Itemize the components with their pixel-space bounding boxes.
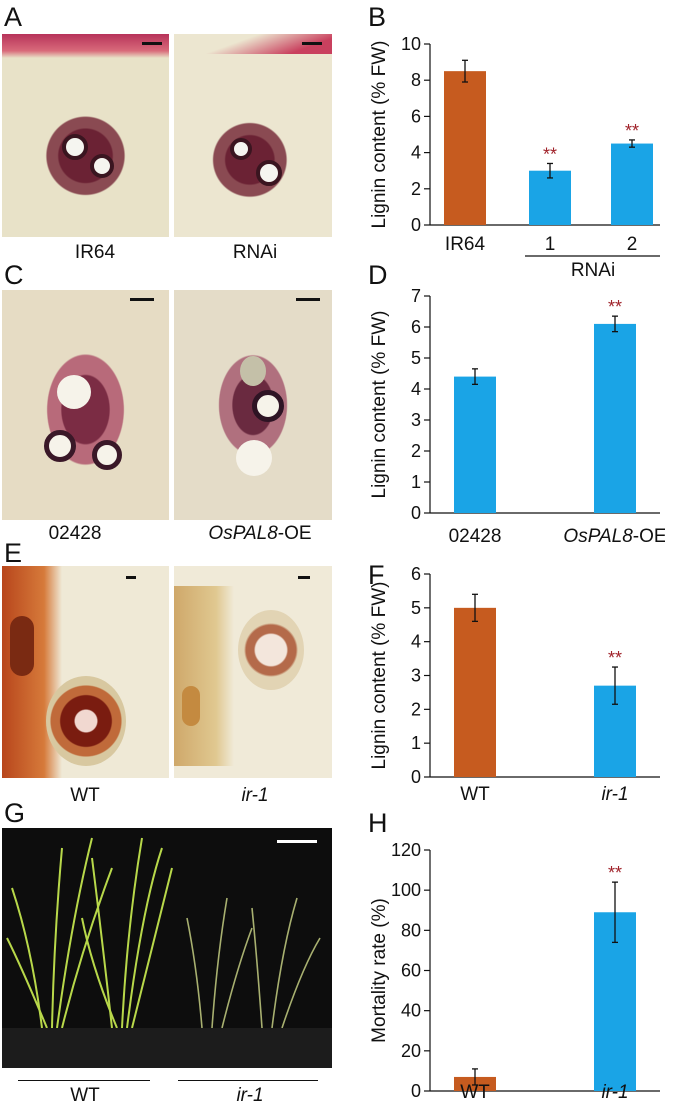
- y-tick-label: 120: [391, 840, 421, 860]
- micrograph-ir64: [2, 34, 169, 237]
- y-tick-label: 5: [411, 598, 421, 618]
- micrograph-ir-1: [174, 566, 332, 778]
- y-tick-label: 10: [401, 34, 421, 54]
- y-tick-label: 2: [411, 441, 421, 461]
- panel-label-h: H: [368, 808, 388, 838]
- y-tick-label: 0: [411, 1081, 421, 1101]
- y-tick-label: 1: [411, 733, 421, 753]
- group-line-ir-1: [178, 1080, 318, 1081]
- panel-label-a: A: [4, 2, 23, 32]
- category-label: 1: [545, 234, 556, 255]
- y-tick-label: 100: [391, 880, 421, 900]
- micrograph-rnai: [174, 34, 332, 237]
- plant-photo: [2, 828, 332, 1068]
- category-label: 02428: [449, 526, 502, 547]
- category-label: WT: [460, 1082, 490, 1103]
- y-tick-label: 1: [411, 472, 421, 492]
- category-label: ir-1: [601, 784, 628, 805]
- significance-marker: **: [608, 297, 622, 317]
- y-tick-label: 6: [411, 106, 421, 126]
- y-tick-label: 3: [411, 666, 421, 686]
- y-tick-label: 40: [401, 1001, 421, 1021]
- y-axis-label: Mortality rate (%): [369, 898, 390, 1043]
- y-tick-label: 0: [411, 767, 421, 787]
- y-tick-label: 5: [411, 348, 421, 368]
- y-tick-label: 60: [401, 961, 421, 981]
- micrograph-ospal8-oe: [174, 290, 332, 520]
- panel-label-e: E: [4, 538, 23, 568]
- y-axis-label: Lignin content (% FW): [369, 311, 390, 499]
- scale-bar: [296, 298, 320, 301]
- category-label: IR64: [445, 234, 486, 255]
- significance-marker: **: [543, 144, 557, 164]
- group-line-wt: [18, 1080, 150, 1081]
- caption-g-ir-1: ir-1: [236, 1085, 264, 1106]
- micrograph-wt: [2, 566, 169, 778]
- y-tick-label: 0: [411, 215, 421, 235]
- micrograph-02428: [2, 290, 169, 520]
- group-label: RNAi: [571, 260, 615, 280]
- y-tick-label: 3: [411, 410, 421, 430]
- caption-ospal8-oe: OsPAL8-OE: [208, 523, 312, 544]
- scale-bar: [130, 298, 154, 301]
- bar: [454, 376, 496, 513]
- chart-h-mortality: 0 20 40 60 80 100 120 Mortality rate (%) WT ** ir-…: [369, 840, 660, 1103]
- chart-d-lignin-oe: 0 1 2 3 4 5 6 7 Lignin content (% FW) 02428 ** OsPA…: [369, 286, 665, 547]
- significance-marker: **: [625, 121, 639, 141]
- scale-bar: [277, 840, 317, 843]
- category-label: WT: [460, 784, 490, 805]
- y-tick-label: 20: [401, 1041, 421, 1061]
- panel-label-b: B: [368, 2, 387, 32]
- y-tick-label: 0: [411, 503, 421, 523]
- y-axis-label: Lignin content (% FW): [369, 41, 390, 229]
- bar: [529, 170, 571, 225]
- caption-g-wt: WT: [70, 1085, 100, 1106]
- scale-bar: [298, 576, 310, 579]
- chart-b-lignin-rnai: 0 2 4 6 8 10 Lignin content (% FW) IR64 ** 1 ** 2 RN…: [369, 34, 660, 280]
- scale-bar: [126, 576, 136, 579]
- y-tick-label: 8: [411, 70, 421, 90]
- panel-label-g: G: [4, 798, 26, 828]
- rice-seedlings: [2, 837, 332, 1068]
- category-label: OsPAL8-OE: [563, 526, 665, 547]
- y-tick-label: 4: [411, 379, 421, 399]
- significance-marker: **: [608, 648, 622, 668]
- panel-label-f: F: [368, 560, 385, 590]
- caption-rnai: RNAi: [232, 242, 278, 263]
- scale-bar: [302, 42, 322, 45]
- bar: [594, 323, 636, 513]
- category-label: ir-1: [601, 1082, 628, 1103]
- caption-ir64: IR64: [74, 242, 116, 263]
- caption-ir-1: ir-1: [241, 785, 269, 806]
- y-tick-label: 2: [411, 179, 421, 199]
- panel-label-c: C: [4, 260, 24, 290]
- significance-marker: **: [608, 863, 622, 883]
- y-tick-label: 7: [411, 286, 421, 306]
- caption-02428: 02428: [48, 523, 102, 544]
- y-tick-label: 4: [411, 632, 421, 652]
- caption-wt: WT: [70, 785, 100, 806]
- category-label: 2: [627, 234, 638, 255]
- y-axis-label: Lignin content (% FW): [369, 582, 390, 770]
- bar: [611, 143, 653, 225]
- panel-label-d: D: [368, 260, 388, 290]
- y-tick-label: 6: [411, 564, 421, 584]
- scale-bar: [142, 42, 162, 45]
- chart-f-lignin-ir1: 0 1 2 3 4 5 6 Lignin content (% FW) WT ** ir-1: [369, 564, 660, 805]
- bar: [444, 71, 486, 226]
- y-tick-label: 4: [411, 143, 421, 163]
- y-tick-label: 80: [401, 920, 421, 940]
- y-tick-label: 6: [411, 317, 421, 337]
- y-tick-label: 2: [411, 699, 421, 719]
- bar: [454, 607, 496, 777]
